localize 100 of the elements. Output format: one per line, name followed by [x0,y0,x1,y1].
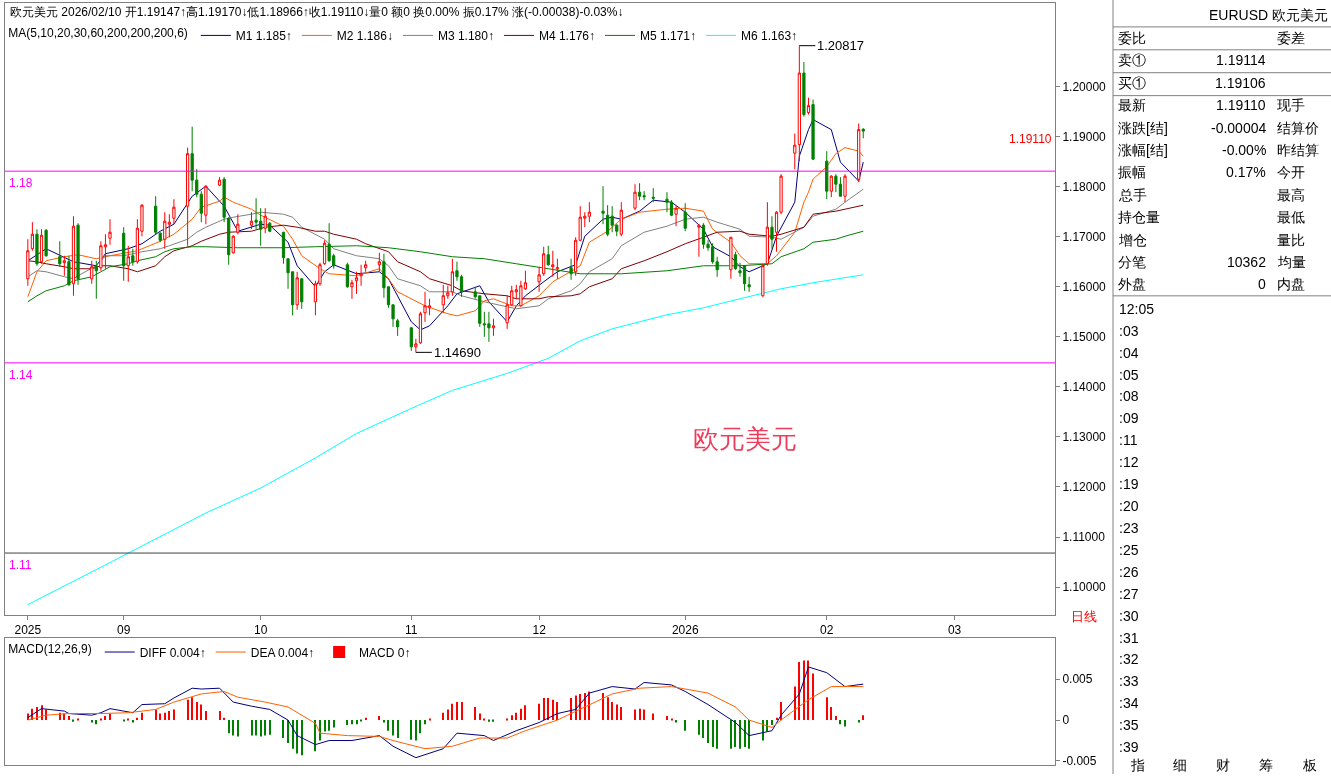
text: 0 [1258,276,1266,292]
bar [547,698,549,721]
candlestick [26,238,30,287]
candlestick [601,185,605,225]
text: 12:05 [1119,301,1155,317]
chart-title: 欧元美元 2026/02/10 开1.19147↑高1.19170↓低1.18966↑收1.19110↓量0 额0 换0.00% 振0.17% 涨(-0.00038)-0.03%↓ [10,5,624,19]
candlestick [633,183,637,211]
candlestick [35,228,39,267]
bar [296,720,298,754]
text: 振幅 [1118,164,1146,180]
text: 委差 [1277,30,1305,46]
bar [707,720,709,743]
annotation: 1.19110 [1009,132,1052,146]
candlestick [729,236,733,280]
candlestick [765,201,770,267]
bar [511,715,513,721]
candlestick [546,245,550,267]
candlestick [450,258,455,297]
candlestick [770,215,774,250]
text: :05 [1119,367,1139,383]
bar [269,720,271,735]
candlestick [90,260,94,285]
candlestick [838,176,843,197]
bar [173,709,175,721]
bar [356,720,358,725]
bar [461,702,463,721]
text: 最高 [1277,187,1305,203]
bar [702,720,704,739]
bar [602,693,604,721]
candlestick [172,198,176,225]
text: :32 [1119,651,1139,667]
bar [826,697,828,721]
candlestick [619,201,623,237]
candlestick [742,265,747,292]
candlestick [185,147,190,247]
bar [282,720,284,739]
bar [164,712,166,721]
text: 持仓量 [1118,209,1160,225]
candlestick [263,207,267,234]
bar [346,720,348,725]
bar [410,720,412,740]
bar [616,704,618,721]
text: 量比 [1277,232,1305,248]
candlestick [701,222,706,250]
category-label: 筹 [1259,757,1273,773]
bar [424,720,426,725]
bar [168,711,170,721]
bar [698,720,700,735]
legend-label: MACD 0↑ [359,645,411,660]
candlestick [665,191,669,213]
text: 增仓 [1119,232,1147,248]
x-tick-label: 2025 [14,623,42,638]
candlestick [697,223,701,258]
candlestick [249,211,254,230]
bar [255,720,257,736]
candlestick [409,326,413,352]
bar [228,720,230,734]
line-series [27,686,864,750]
bar [620,707,622,721]
y-tick-label: 1.10000 [1062,580,1107,595]
bar [643,709,645,721]
bar [524,705,526,721]
candlestick [126,245,130,283]
bar [141,712,143,721]
text: :12 [1119,454,1139,470]
bar [77,718,79,721]
bar [520,708,522,721]
bar [264,720,266,736]
text: :25 [1119,542,1139,558]
bar [652,713,654,721]
candlestick [414,338,418,353]
bar [132,720,134,723]
legend-title: MA(5,10,20,30,60,200,200,200,6) [8,25,188,40]
candlestick [58,240,62,268]
bar [187,699,189,721]
category-label: 指 [1130,757,1145,773]
bar [666,716,668,721]
bar [748,720,750,749]
text: 今开 [1277,164,1305,180]
y-tick-label: 1.11000 [1062,530,1106,545]
text: 最新 [1118,97,1146,113]
candlestick [834,173,838,193]
y-tick-label: 1.13000 [1062,430,1107,445]
candlestick [605,204,610,237]
bar [844,720,846,727]
y-tick-label: 1.15000 [1062,330,1107,345]
bar [771,720,773,725]
text: 1.19110 [1216,97,1266,113]
bar [447,709,449,721]
bar [109,713,111,721]
bar [251,720,253,736]
bar [429,718,431,721]
text: 1.19114 [1216,52,1266,68]
text: :11 [1119,432,1138,448]
candlestick [94,260,98,300]
bar [684,720,686,731]
candlestick [683,202,687,232]
bar [328,720,330,731]
category-label: 财 [1216,757,1230,773]
bar [479,713,481,721]
